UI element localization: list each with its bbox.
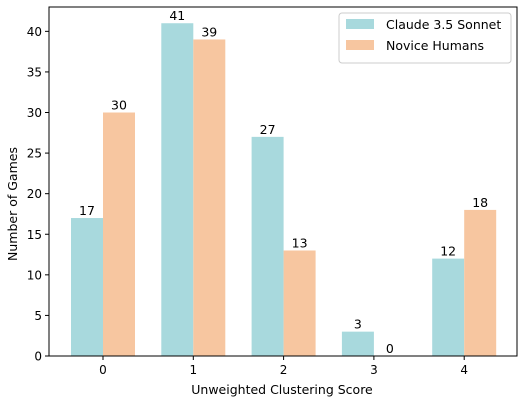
bar-claude-3 xyxy=(341,331,374,356)
data-label-claude-2: 27 xyxy=(260,122,276,137)
data-label-novice-2: 13 xyxy=(292,235,308,250)
data-label-claude-4: 12 xyxy=(440,244,456,259)
legend-box xyxy=(338,12,512,64)
x-tick-label-4: 4 xyxy=(460,363,468,377)
bar-claude-4 xyxy=(432,258,465,356)
data-label-novice-1: 39 xyxy=(201,24,217,39)
y-tick-label-30: 30 xyxy=(27,106,42,120)
data-label-novice-0: 30 xyxy=(111,98,127,113)
legend-label-novice: Novice Humans xyxy=(386,38,484,53)
bar-novice-0 xyxy=(103,112,135,356)
y-tick-label-10: 10 xyxy=(27,268,42,282)
data-label-claude-3: 3 xyxy=(354,317,362,332)
y-axis-label: Number of Games xyxy=(5,147,20,261)
data-label-novice-4: 18 xyxy=(472,195,488,210)
x-tick-label-0: 0 xyxy=(99,363,107,377)
plot-frame xyxy=(48,6,518,357)
bar-claude-0 xyxy=(71,218,103,356)
data-label-novice-3: 0 xyxy=(386,341,394,356)
bar-novice-1 xyxy=(193,39,226,356)
bar-novice-4 xyxy=(464,209,497,356)
y-axis: 0 5 10 15 20 25 30 35 40 xyxy=(27,25,49,364)
y-tick-label-0: 0 xyxy=(34,350,42,364)
legend-swatch-novice xyxy=(346,40,374,50)
bar-claude-1 xyxy=(161,23,194,357)
y-tick-label-5: 5 xyxy=(34,309,42,323)
legend-label-claude: Claude 3.5 Sonnet xyxy=(386,17,501,32)
x-axis-label: Unweighted Clustering Score xyxy=(191,382,373,397)
bars-group xyxy=(71,23,497,357)
legend-swatch-claude xyxy=(346,19,374,29)
x-tick-label-3: 3 xyxy=(370,363,378,377)
x-tick-label-2: 2 xyxy=(280,363,288,377)
y-tick-label-40: 40 xyxy=(27,25,42,39)
data-label-claude-0: 17 xyxy=(79,203,95,218)
data-labels-group: 17 41 27 3 12 30 39 13 0 18 xyxy=(79,8,488,356)
y-tick-label-25: 25 xyxy=(27,147,42,161)
y-tick-label-20: 20 xyxy=(27,187,42,201)
bar-claude-2 xyxy=(251,136,284,356)
legend: Claude 3.5 Sonnet Novice Humans xyxy=(338,12,512,64)
data-label-claude-1: 41 xyxy=(169,8,185,23)
bar-novice-2 xyxy=(283,250,316,356)
x-axis: 0 1 2 3 4 xyxy=(99,356,468,377)
x-tick-label-1: 1 xyxy=(189,363,197,377)
y-tick-label-35: 35 xyxy=(27,65,42,79)
y-tick-label-15: 15 xyxy=(27,228,42,242)
